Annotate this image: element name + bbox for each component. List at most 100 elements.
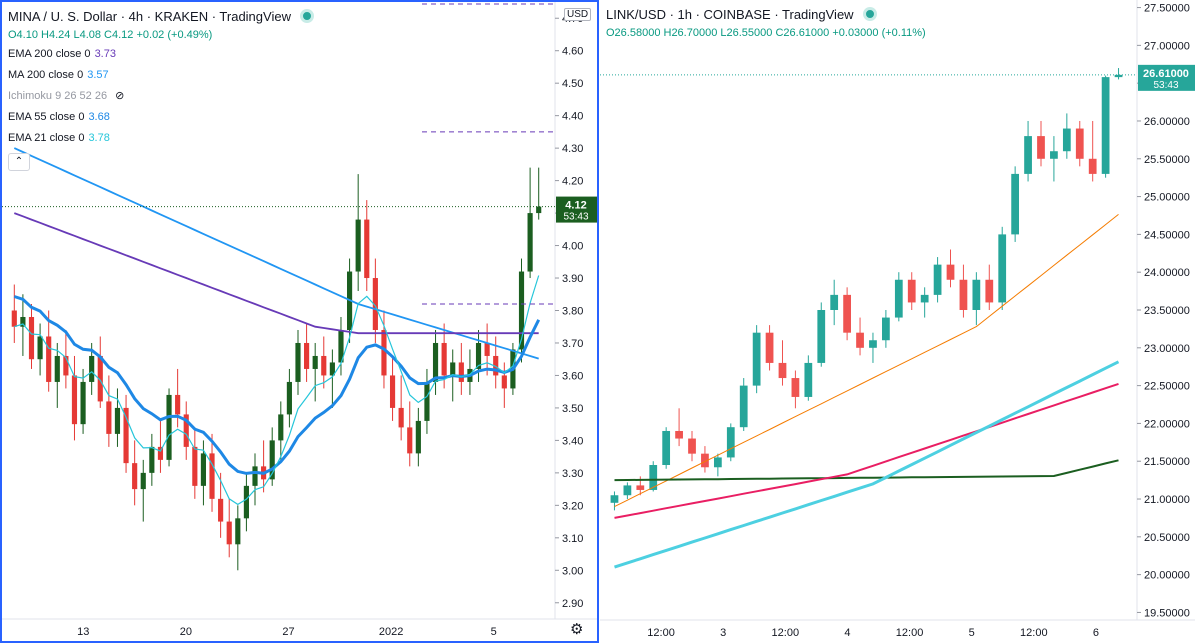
candle-body xyxy=(286,381,292,415)
right-symbol-title[interactable]: LINK/USD · 1h · COINBASE · TradingView xyxy=(606,7,854,22)
right-chart-canvas[interactable]: 27.5000027.0000026.5000026.0000025.50000… xyxy=(600,0,1195,643)
candle-body xyxy=(37,336,43,360)
candle-body xyxy=(501,375,507,389)
candle-body xyxy=(791,378,800,397)
indicator-value: 3.78 xyxy=(88,132,110,144)
candle-body xyxy=(278,414,284,441)
candle-body xyxy=(97,355,103,402)
candle-body xyxy=(1037,136,1045,159)
ema21-line xyxy=(14,275,540,506)
candle-body xyxy=(946,264,955,280)
price-tick-label: 4.30 xyxy=(562,143,583,155)
collapse-legend-button[interactable]: ⌃ xyxy=(8,153,30,171)
candle-body xyxy=(424,381,430,421)
candle-body xyxy=(623,485,632,496)
price-tick-label: 27.50000 xyxy=(1144,3,1190,15)
candle-body xyxy=(20,316,26,327)
candle-body xyxy=(192,446,198,486)
candle-body xyxy=(713,457,722,468)
price-tick-label: 26.00000 xyxy=(1144,116,1190,128)
indicator-list: EMA 200 close 0 3.73 MA 200 close 0 3.57 Ich… xyxy=(8,44,314,149)
indicator-row[interactable]: EMA 200 close 0 3.73 xyxy=(8,44,314,65)
price-tick-label: 27.00000 xyxy=(1144,40,1190,52)
right-low: L26.55000 xyxy=(720,27,773,39)
time-tick-label: 5 xyxy=(969,627,975,639)
right-chart-pane[interactable]: 27.5000027.0000026.5000026.0000025.50000… xyxy=(600,0,1195,643)
price-tick-label: 23.50000 xyxy=(1144,305,1190,317)
time-tick-label: 4 xyxy=(844,627,850,639)
candle-body xyxy=(398,407,404,428)
right-legend: LINK/USD · 1h · COINBASE · TradingView O… xyxy=(606,6,926,42)
left-chart-canvas[interactable]: 4.704.604.504.404.304.204.104.003.903.80… xyxy=(2,2,597,641)
eye-off-icon[interactable]: ⊘ xyxy=(115,90,125,102)
gear-icon[interactable]: ⚙ xyxy=(570,621,584,638)
price-label: 4.12 xyxy=(565,200,586,212)
price-tick-label: 4.50 xyxy=(562,78,583,90)
price-tick-label: 3.60 xyxy=(562,370,583,382)
price-tick-label: 3.70 xyxy=(562,338,583,350)
candle-body xyxy=(295,342,301,382)
candle-body xyxy=(432,342,439,382)
price-label-box xyxy=(556,196,597,223)
price-tick-label: 20.50000 xyxy=(1144,532,1190,544)
price-tick-label: 3.50 xyxy=(562,403,583,415)
left-symbol-title[interactable]: MINA / U. S. Dollar · 4h · KRAKEN · Trad… xyxy=(8,9,291,24)
candle-body xyxy=(304,342,310,369)
candle-body xyxy=(11,310,17,327)
indicator-label: MA 200 close 0 xyxy=(8,69,84,81)
currency-unit-button[interactable]: USD xyxy=(564,8,592,21)
price-tick-label: 19.50000 xyxy=(1144,607,1190,619)
indicator-label: EMA 21 close 0 xyxy=(8,132,85,144)
candle-body xyxy=(804,362,813,397)
candle-body xyxy=(1101,77,1110,174)
indicator-row[interactable]: EMA 55 close 0 3.68 xyxy=(8,107,314,128)
candle-body xyxy=(752,332,761,386)
candle-body xyxy=(882,317,890,341)
candle-body xyxy=(321,355,327,376)
indicator-row[interactable]: Ichimoku 9 26 52 26 ⊘ xyxy=(8,86,314,107)
right-ohlc: O26.58000 H26.70000 L26.55000 C26.61000 … xyxy=(606,24,926,42)
time-tick-label: 13 xyxy=(77,626,89,638)
left-legend: MINA / U. S. Dollar · 4h · KRAKEN · Trad… xyxy=(8,8,315,171)
indicator-row[interactable]: MA 200 close 0 3.57 xyxy=(8,65,314,86)
left-chart-pane[interactable]: 4.704.604.504.404.304.204.104.003.903.80… xyxy=(0,0,599,643)
time-tick-label: 3 xyxy=(720,627,726,639)
candle-body xyxy=(1114,74,1123,78)
price-label: 26.61000 xyxy=(1143,68,1189,80)
candle-body xyxy=(636,485,645,490)
time-tick-label: 12:00 xyxy=(772,627,800,639)
candle-body xyxy=(475,342,482,369)
ema-orange-line xyxy=(614,214,1119,508)
candle-body xyxy=(243,485,249,519)
candle-body xyxy=(484,342,490,356)
price-label-box xyxy=(1138,64,1195,91)
candle-body xyxy=(218,498,224,522)
candle-body xyxy=(1062,128,1071,152)
candle-body xyxy=(450,362,456,376)
price-tick-label: 2.90 xyxy=(562,598,583,610)
candle-body xyxy=(183,414,189,447)
price-tick-label: 24.50000 xyxy=(1144,229,1190,241)
candle-body xyxy=(1088,158,1097,174)
price-tick-label: 25.00000 xyxy=(1144,192,1190,204)
indicator-row[interactable]: EMA 21 close 0 3.78 xyxy=(8,128,314,149)
left-ohlc: O4.10 H4.24 L4.08 C4.12 +0.02 (+0.49%) xyxy=(8,26,314,44)
candle-body xyxy=(726,427,735,458)
time-tick-label: 2022 xyxy=(379,626,403,638)
time-tick-label: 12:00 xyxy=(896,627,924,639)
price-tick-label: 21.50000 xyxy=(1144,456,1190,468)
candle-body xyxy=(869,340,877,348)
ma-pink-line xyxy=(614,382,1119,519)
candle-body xyxy=(894,279,903,318)
candle-body xyxy=(972,279,981,310)
price-tick-label: 4.20 xyxy=(562,176,583,188)
candle-body xyxy=(329,362,335,376)
right-high: H26.70000 xyxy=(663,27,718,39)
left-change: +0.02 (+0.49%) xyxy=(136,29,213,41)
candle-body xyxy=(355,219,361,272)
candle-body xyxy=(536,206,542,214)
time-tick-label: 12:00 xyxy=(647,627,675,639)
candle-body xyxy=(907,279,916,303)
ema55-line xyxy=(13,295,541,475)
price-tick-label: 21.00000 xyxy=(1144,494,1190,506)
